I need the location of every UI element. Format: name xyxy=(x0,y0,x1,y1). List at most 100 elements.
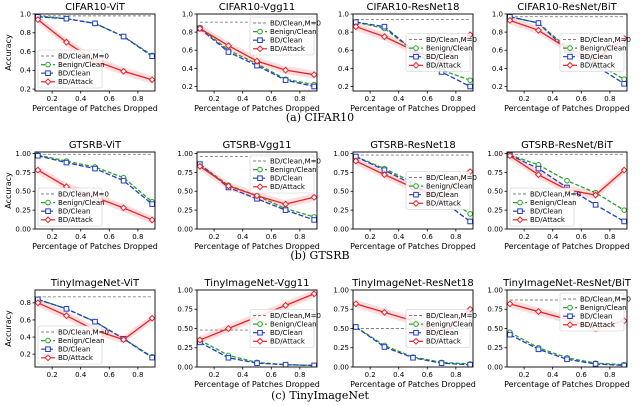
plot-frame xyxy=(196,289,318,368)
data-point xyxy=(35,152,41,159)
y-tick-label: 0.2 xyxy=(20,86,31,94)
legend: BD/Clean,M=0Benign/CleanBD/CleanBD/Attac… xyxy=(249,309,321,348)
y-tick-label: 1.0 xyxy=(338,10,349,18)
y-tick-label: 0.25 xyxy=(15,207,31,215)
data-point xyxy=(381,344,388,350)
legend-box xyxy=(559,33,625,72)
legend: BD/Clean,M=0Benign/CleanBD/CleanBD/Attac… xyxy=(405,171,477,210)
data-point xyxy=(120,177,127,184)
data-point xyxy=(197,336,204,344)
y-tick-label: 0.50 xyxy=(333,325,349,333)
legend-label: BD/Clean,M=0 xyxy=(580,36,631,44)
legend-marker xyxy=(413,53,419,60)
data-point xyxy=(224,324,232,333)
x-axis-label: Percentage of Patches Dropped xyxy=(32,104,158,113)
legend-label: BD/Clean,M=0 xyxy=(530,190,581,198)
legend-label: Benign/Clean xyxy=(270,166,317,174)
x-tick-label: 0.6 xyxy=(576,95,588,103)
legend-box xyxy=(559,292,625,332)
x-tick-label: 0.6 xyxy=(104,233,116,241)
data-point xyxy=(149,201,155,207)
x-axis-label: Percentage of Patches Dropped xyxy=(194,242,320,251)
y-tick-label: 0.25 xyxy=(487,207,503,215)
data-point xyxy=(120,336,128,344)
y-tick-label: 0.50 xyxy=(15,188,31,196)
legend-box xyxy=(37,187,103,227)
data-point xyxy=(380,308,388,316)
y-tick-label: 1.00 xyxy=(333,150,349,158)
x-tick-label: 0.6 xyxy=(576,371,588,379)
data-point xyxy=(311,362,317,367)
chart-panel: 0.00 0.25 0.50 0.75 1.00 0.2 0.4 0.6 0.8 TinyImag… xyxy=(333,278,477,389)
data-point xyxy=(63,159,70,166)
x-tick-label: 0.2 xyxy=(47,233,58,241)
y-tick-label: 0.4 xyxy=(20,333,32,341)
legend-marker xyxy=(413,45,419,51)
x-axis-label: Percentage of Patches Dropped xyxy=(350,380,476,389)
data-point xyxy=(35,166,42,174)
y-tick-label: 0.8 xyxy=(492,29,503,37)
data-point xyxy=(149,53,155,60)
data-point xyxy=(534,308,542,316)
x-tick-label: 0.4 xyxy=(393,95,405,103)
legend: BD/Clean,M=0Benign/CleanBD/CleanBD/Attac… xyxy=(559,292,631,332)
data-point xyxy=(197,24,204,33)
x-tick-label: 0.6 xyxy=(422,233,434,241)
x-tick-label: 0.2 xyxy=(47,95,58,103)
data-point xyxy=(621,218,627,225)
x-tick-label: 0.2 xyxy=(519,95,530,103)
legend-label: Benign/Clean xyxy=(270,28,317,36)
y-tick-label: 0.25 xyxy=(333,344,349,352)
chart-panel: 0.00 0.25 0.50 0.75 1.00 0.2 0.4 0.6 0.8 TinyImag… xyxy=(177,278,321,389)
data-point xyxy=(534,26,542,34)
data-point xyxy=(282,66,290,74)
legend-label: BD/Clean,M=0 xyxy=(426,312,477,320)
x-tick-label: 0.6 xyxy=(576,233,588,241)
x-tick-label: 0.4 xyxy=(237,233,249,241)
legend-label: BD/Attack xyxy=(270,183,306,191)
legend-marker xyxy=(566,321,574,329)
data-point xyxy=(353,300,360,308)
legend-label: Benign/Clean xyxy=(530,199,577,207)
data-point xyxy=(310,193,317,201)
y-tick-label: 0.2 xyxy=(20,351,31,359)
legend-marker xyxy=(45,346,51,352)
y-tick-label: 0.75 xyxy=(333,169,349,177)
legend-label: BD/Attack xyxy=(426,62,462,70)
data-point xyxy=(380,33,388,41)
x-tick-label: 0.2 xyxy=(365,371,376,379)
legend-box xyxy=(37,49,103,89)
data-point xyxy=(253,57,261,65)
y-tick-label: 0.50 xyxy=(487,325,503,333)
data-point xyxy=(282,361,289,367)
y-tick-label: 0.6 xyxy=(338,47,350,55)
data-point xyxy=(92,20,98,27)
data-point xyxy=(592,202,599,208)
data-point xyxy=(381,23,388,30)
legend: BD/Clean,M=0Benign/CleanBD/CleanBD/Attac… xyxy=(249,16,321,56)
x-tick-label: 0.6 xyxy=(266,95,278,103)
x-tick-label: 0.4 xyxy=(237,95,249,103)
data-point xyxy=(467,218,473,225)
y-tick-label: 1.0 xyxy=(182,10,193,18)
data-point xyxy=(120,33,127,40)
x-tick-label: 0.4 xyxy=(547,233,559,241)
data-point xyxy=(535,20,542,26)
legend-label: Benign/Clean xyxy=(58,199,105,207)
x-tick-label: 0.4 xyxy=(75,371,87,379)
x-tick-label: 0.4 xyxy=(547,371,559,379)
series-line xyxy=(509,334,625,367)
y-tick-label: 0.25 xyxy=(177,207,193,215)
x-tick-label: 0.2 xyxy=(209,233,220,241)
legend-label: BD/Attack xyxy=(530,216,566,224)
series-line xyxy=(355,21,471,81)
x-tick-label: 0.8 xyxy=(450,371,461,379)
data-point xyxy=(621,207,627,213)
chart-title: TinyImageNet-ResNet/BiT xyxy=(502,278,632,289)
x-tick-label: 0.6 xyxy=(266,233,278,241)
x-tick-label: 0.4 xyxy=(393,371,405,379)
y-tick-label: 1.00 xyxy=(177,286,193,294)
x-tick-label: 0.8 xyxy=(132,233,143,241)
legend: BD/Clean,M=0Benign/CleanBD/CleanBD/Attac… xyxy=(37,49,109,89)
legend-marker xyxy=(517,199,523,206)
